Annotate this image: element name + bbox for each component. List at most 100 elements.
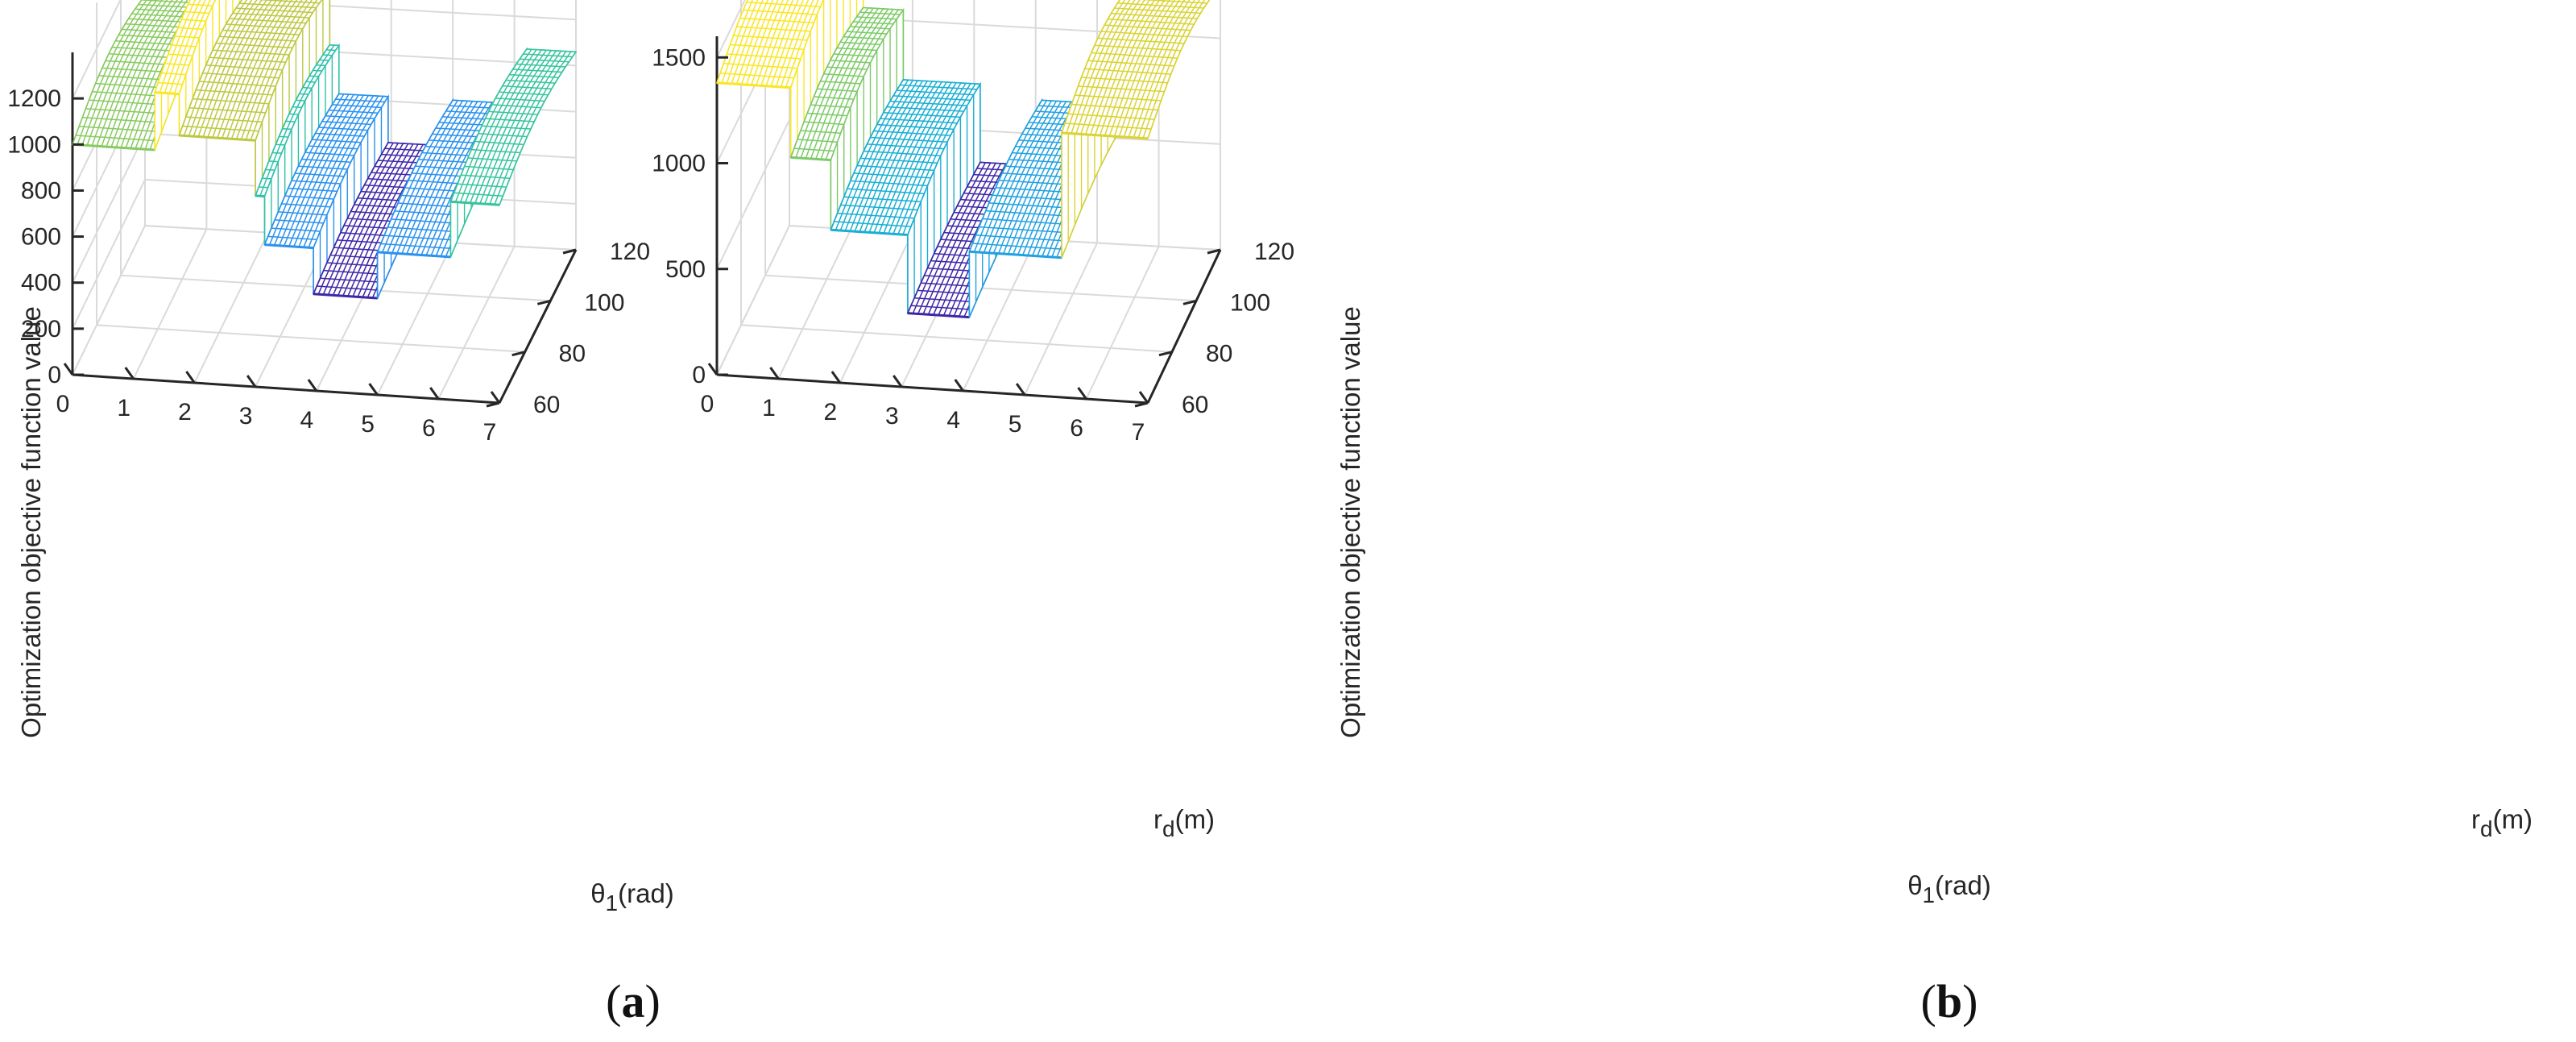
mesh-line-y bbox=[288, 187, 338, 193]
mesh-line-y bbox=[158, 81, 183, 85]
mesh-line-y bbox=[889, 100, 967, 106]
x-tick-mark bbox=[892, 375, 903, 388]
mesh-line-y bbox=[863, 6, 904, 11]
mesh-line-y bbox=[82, 117, 165, 124]
panel-a-caption: (a) bbox=[606, 975, 661, 1027]
mesh-line-y bbox=[1081, 77, 1168, 84]
mesh-line-y bbox=[295, 172, 345, 177]
mesh-line-y bbox=[847, 188, 925, 195]
mesh-line-x bbox=[751, 0, 784, 85]
mesh-line-y bbox=[313, 69, 322, 72]
mesh-line-y bbox=[298, 165, 348, 170]
front-edge bbox=[716, 81, 791, 89]
mesh-line-x bbox=[255, 44, 330, 197]
mesh-line-y bbox=[282, 127, 292, 131]
front-edge bbox=[72, 143, 155, 152]
mesh-line-y bbox=[279, 135, 288, 138]
mesh-line-y bbox=[863, 150, 941, 157]
mesh-line-y bbox=[836, 47, 877, 52]
mesh-line-y bbox=[739, 17, 814, 24]
mesh-line-y bbox=[482, 125, 531, 130]
mesh-line-y bbox=[823, 73, 864, 77]
mesh-line-y bbox=[216, 42, 293, 49]
mesh-line-y bbox=[1111, 12, 1198, 19]
mesh-line-y bbox=[730, 44, 805, 50]
mesh-line-y bbox=[1101, 31, 1188, 38]
panel-b-tick-labels: 0 1 2 3 4 5 6 7 60 80 100 120 0 500 1000 1500 bbox=[652, 44, 1294, 446]
mesh-line-x bbox=[168, 0, 206, 94]
mesh-line-y bbox=[727, 53, 801, 60]
panel-a: 0 1 2 3 4 5 6 76080100120020040060080010001200 … bbox=[7, 0, 1215, 1027]
front-edge bbox=[155, 91, 180, 96]
mesh-line-y bbox=[329, 44, 339, 47]
mesh-line-x bbox=[1061, 0, 1121, 134]
mesh-line-x bbox=[159, 0, 197, 93]
x-tick-mark bbox=[954, 379, 964, 392]
mesh-line-y bbox=[1091, 52, 1178, 59]
mesh-line-y bbox=[873, 130, 951, 136]
grid-line bbox=[72, 0, 122, 99]
mesh-line-y bbox=[804, 121, 844, 126]
mesh-line-y bbox=[982, 218, 1075, 226]
mesh-line-y bbox=[299, 93, 309, 95]
mesh-line-x bbox=[726, 0, 759, 84]
panel-a-z-axis-label: Optimization objective function value bbox=[16, 306, 46, 738]
y-tick-label: 100 bbox=[1230, 289, 1270, 316]
mesh-line-y bbox=[281, 203, 331, 208]
panel-b-z-axis-label: Optimization objective function value bbox=[1336, 306, 1365, 738]
mesh-line-x bbox=[173, 0, 211, 94]
mesh-line-y bbox=[239, 2, 317, 9]
mesh-line-y bbox=[797, 139, 838, 143]
y-axis-line bbox=[498, 249, 578, 404]
mesh-line-y bbox=[384, 235, 458, 241]
y-tick-mark bbox=[1207, 248, 1221, 255]
mesh-line-y bbox=[271, 227, 321, 232]
mesh-line-y bbox=[830, 60, 871, 64]
mesh-line-y bbox=[181, 19, 206, 22]
mesh-line-y bbox=[296, 99, 305, 102]
mesh-line-y bbox=[886, 106, 964, 112]
z-tick-label: 1000 bbox=[7, 131, 61, 158]
mesh-line-y bbox=[516, 63, 566, 68]
front-edge bbox=[907, 312, 970, 319]
mesh-line-x bbox=[449, 48, 528, 202]
mesh-line-y bbox=[229, 18, 307, 24]
x-tick-mark bbox=[124, 367, 135, 380]
mesh-line-y bbox=[837, 212, 915, 219]
mesh-line-x bbox=[785, 0, 819, 88]
mesh-line-y bbox=[840, 204, 918, 211]
mesh-line-y bbox=[212, 49, 290, 56]
mesh-line-y bbox=[335, 98, 385, 103]
mesh-line-x bbox=[765, 0, 799, 87]
mesh-line-x bbox=[164, 0, 201, 93]
mesh-line-y bbox=[316, 64, 326, 67]
mesh-line-y bbox=[202, 73, 280, 79]
surface-segment bbox=[1060, 0, 1211, 259]
mesh-line-y bbox=[485, 118, 535, 122]
mesh-line-y bbox=[509, 73, 559, 78]
mesh-line-y bbox=[857, 164, 934, 172]
grid-line bbox=[716, 224, 1221, 376]
mesh-line-x bbox=[760, 0, 794, 86]
mesh-line-y bbox=[972, 243, 1066, 251]
front-edge bbox=[264, 243, 314, 250]
mesh-line-y bbox=[205, 64, 283, 71]
mesh-line-y bbox=[278, 211, 327, 216]
x-tick-mark bbox=[769, 367, 780, 380]
mesh-line-y bbox=[196, 89, 273, 96]
mesh-line-y bbox=[338, 93, 388, 98]
x-tick-label: 6 bbox=[422, 415, 436, 442]
mesh-line-y bbox=[975, 235, 1069, 242]
mesh-line-y bbox=[897, 89, 974, 96]
z-tick-label: 1500 bbox=[652, 44, 706, 71]
x-tick-label: 1 bbox=[117, 395, 130, 421]
mesh-line-y bbox=[178, 27, 203, 31]
mesh-line-y bbox=[491, 104, 541, 109]
mesh-line-y bbox=[380, 243, 454, 250]
x-tick-label: 3 bbox=[239, 403, 253, 430]
mesh-line-y bbox=[262, 177, 271, 180]
panel-b-x-axis-label: θ1(rad) bbox=[1907, 870, 1991, 907]
mesh-line-y bbox=[284, 195, 334, 200]
mesh-line-y bbox=[259, 186, 268, 189]
